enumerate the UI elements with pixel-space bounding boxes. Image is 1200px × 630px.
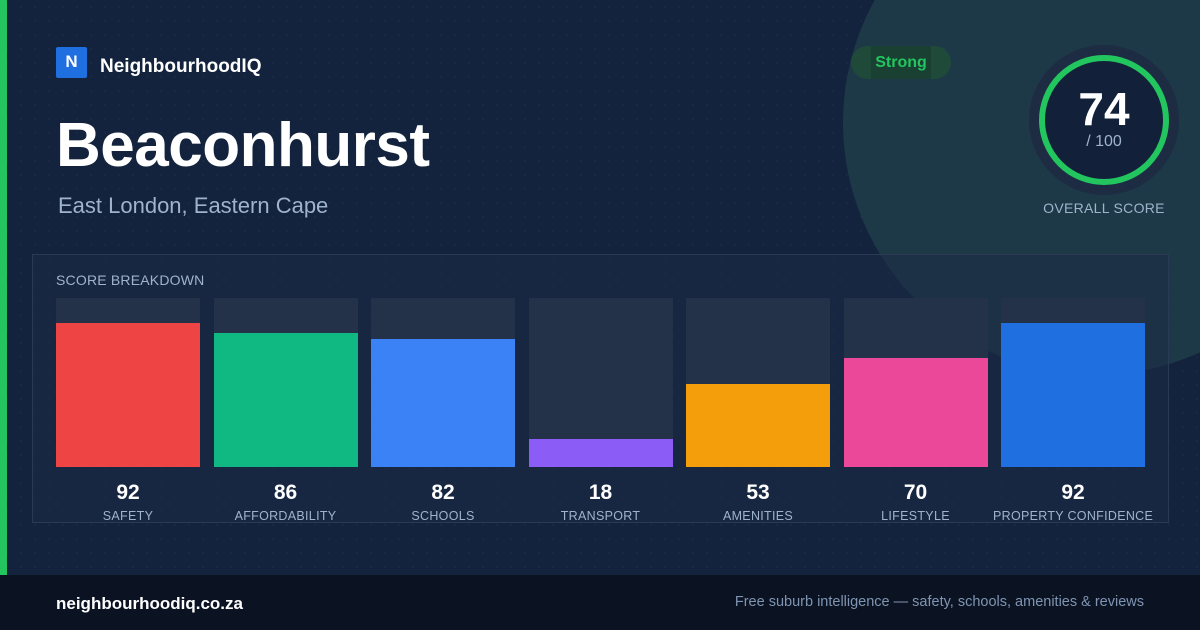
bar-value: 18 [588, 481, 613, 504]
overall-score-label: OVERALL SCORE [1043, 200, 1165, 216]
bar-value: 92 [116, 481, 140, 504]
bar-fill [686, 384, 830, 467]
overall-score-value: 74 [1078, 83, 1130, 135]
bar-value: 70 [903, 481, 928, 504]
overall-score-ring: 74 / 100 [1028, 44, 1180, 196]
breakdown-title: SCORE BREAKDOWN [56, 272, 205, 288]
brand-logo-icon: N [56, 46, 87, 78]
bar-label: AMENITIES [722, 509, 794, 523]
share-card: N NeighbourhoodIQ Beaconhurst East Londo… [0, 0, 1200, 575]
bar-value: 53 [746, 481, 770, 504]
score-ring-progress [1039, 55, 1169, 185]
bar-track [843, 298, 988, 467]
suburb-location: East London, Eastern Cape [58, 193, 329, 218]
suburb-name: Beaconhurst [56, 111, 430, 180]
bar-value: 86 [273, 481, 298, 504]
score-breakdown-panel: SCORE BREAKDOWN 92 SAFETY 86 AFFORDABILITY 8… [32, 254, 1169, 523]
bar-fill [213, 332, 358, 467]
bar-fill [843, 357, 988, 467]
overall-score-max: / 100 [1086, 133, 1122, 150]
footer: neighbourhoodiq.co.za Free suburb intell… [0, 575, 1200, 630]
bar-fill [528, 438, 673, 467]
bar-track [213, 298, 358, 467]
bar-track [56, 298, 200, 467]
bar-track [528, 298, 673, 467]
brand-name: NeighbourhoodIQ [100, 56, 262, 77]
bar-track [371, 298, 515, 467]
bar-label: SCHOOLS [411, 509, 475, 523]
score-ring-graphic [1029, 45, 1179, 195]
bar-value: 92 [1061, 481, 1085, 504]
bar-label: TRANSPORT [560, 509, 641, 523]
accent-bar [0, 0, 7, 575]
bar-fill [1001, 323, 1145, 467]
bar-label: SAFETY [102, 509, 154, 523]
bar-label: AFFORDABILITY [234, 509, 337, 523]
footer-tagline: Free suburb intelligence — safety, schoo… [734, 594, 1144, 610]
bar-value: 82 [431, 481, 455, 504]
bar-fill [56, 323, 200, 467]
rating-badge: Strong [851, 46, 951, 79]
bar-label: LIFESTYLE [881, 509, 950, 523]
bar-label: PROPERTY CONFIDENCE [993, 509, 1154, 523]
brand: N NeighbourhoodIQ [56, 46, 261, 78]
bar-fill [371, 338, 515, 467]
footer-domain: neighbourhoodiq.co.za [56, 594, 243, 613]
bar-track [1001, 298, 1145, 467]
bar-track [686, 298, 830, 467]
